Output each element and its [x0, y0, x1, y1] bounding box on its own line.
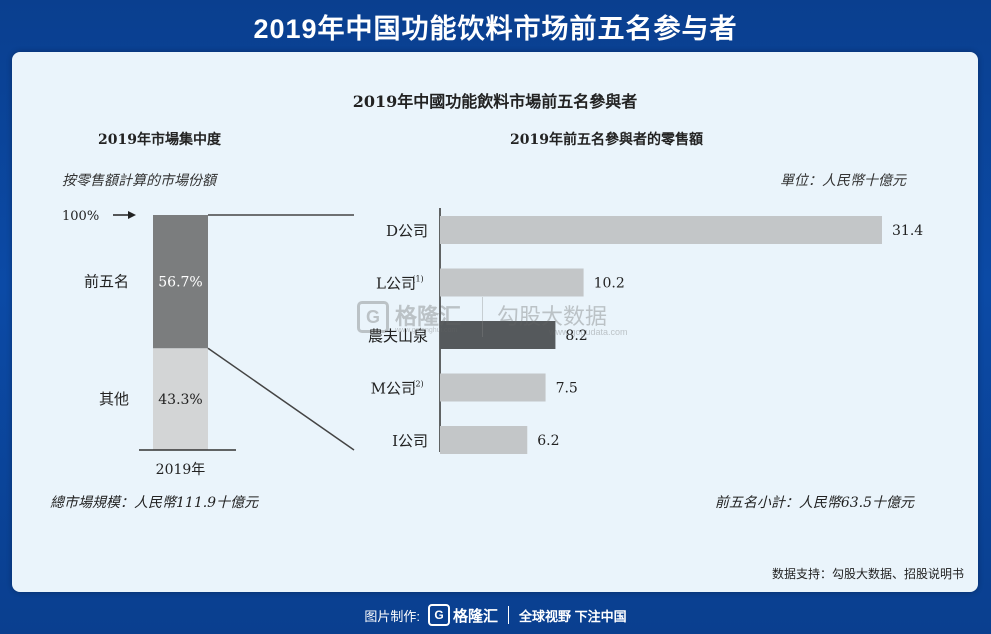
footer-divider	[508, 606, 509, 624]
hbar-category-label: M公司	[371, 380, 416, 398]
left-panel-title: 2019年市場集中度	[98, 132, 221, 148]
hbar-value-label: 8.2	[565, 328, 587, 344]
hbar-0	[440, 216, 882, 244]
hbar-category-note: (2)	[412, 380, 423, 389]
footer: 图片制作: G 格隆汇 全球视野 下注中国	[0, 596, 991, 634]
right-panel-footnote: 前五名小計：人民幣63.5十億元	[714, 495, 914, 511]
footer-slogan: 全球视野 下注中国	[519, 608, 627, 624]
watermark-logo-icon: G	[357, 301, 389, 333]
watermark-brand2: 勾股大数据	[497, 304, 608, 329]
watermark: G 格隆汇 www.gelonghui.com 勾股大数据 www.goguda…	[357, 297, 657, 347]
hbar-category-label: D公司	[386, 222, 428, 240]
watermark-brand: 格隆汇	[395, 304, 462, 329]
right-panel-unit: 單位：人民幣十億元	[780, 173, 906, 189]
stack-segment-1	[153, 215, 208, 349]
connector-line-bottom	[207, 347, 355, 451]
hbar-2	[440, 321, 556, 349]
left-panel-footnote: 總市場規模：人民幣111.9十億元	[50, 495, 259, 511]
stack-segment-value-label: 56.7%	[158, 275, 202, 291]
chart-svg: 43.3% 其他 56.7% 前五名 2019年 100% 31.4 D公司 10.2 L公司(1…	[62, 208, 923, 478]
hbar-value-label: 31.4	[892, 223, 923, 239]
arrow-head-icon	[128, 211, 136, 219]
chart-main-title: 2019年中國功能飲料市場前五名參與者	[352, 92, 638, 111]
hbar-category-label: 農夫山泉	[368, 327, 428, 345]
stack-segment-name-label: 其他	[99, 390, 129, 408]
footer-logo-name: 格隆汇	[452, 607, 498, 625]
x-tick-label: 2019年	[156, 462, 206, 478]
left-panel-subtitle: 按零售額計算的市場份額	[62, 173, 216, 189]
top-percent-label: 100%	[62, 209, 99, 224]
stack-segment-0	[153, 348, 208, 450]
hbar-value-label: 10.2	[594, 276, 625, 292]
watermark-site2: www.gogudata.com	[549, 327, 628, 337]
footer-logo-icon: G	[427, 604, 450, 626]
hbar-category-note: (1)	[412, 275, 423, 284]
stack-segment-value-label: 43.3%	[158, 392, 202, 408]
stack-segment-name-label: 前五名	[84, 273, 129, 291]
source-note: 数据支持：勾股大数据、招股说明书	[771, 567, 964, 581]
hbar-category-label: L公司	[376, 275, 416, 293]
footer-made-by: 图片制作:	[364, 608, 420, 624]
watermark-divider	[482, 297, 483, 337]
page-title: 2019年中国功能饮料市场前五名参与者	[253, 13, 738, 44]
hbar-value-label: 6.2	[537, 433, 559, 449]
hbar-3	[440, 373, 546, 402]
hbar-4	[440, 426, 528, 454]
watermark-site1: www.gelonghui.com	[395, 327, 458, 334]
hbar-1	[440, 268, 584, 297]
right-panel-title: 2019年前五名參與者的零售額	[510, 132, 703, 148]
hbar-value-label: 7.5	[556, 381, 578, 397]
chart-card: 2019年中國功能飲料市場前五名參與者 2019年市場集中度 2019年前五名參…	[12, 52, 978, 592]
hbar-category-label: I公司	[392, 432, 428, 450]
